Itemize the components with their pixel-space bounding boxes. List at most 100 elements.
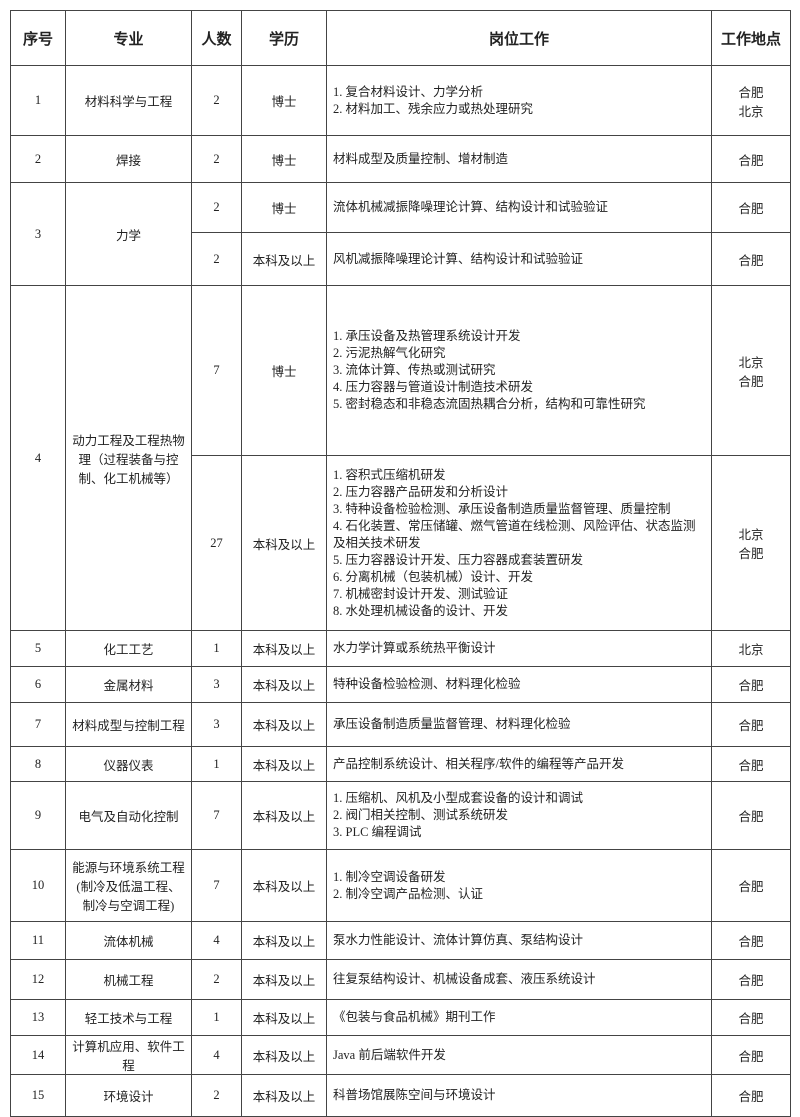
location: 合肥 xyxy=(711,959,791,1000)
headcount: 7 xyxy=(191,781,242,850)
headcount: 1 xyxy=(191,630,242,667)
row-number: 13 xyxy=(10,999,66,1036)
header-duties: 岗位工作 xyxy=(326,10,712,66)
location-item: 合肥 xyxy=(738,1049,764,1064)
duty-item: 风机减振降噪理论计算、结构设计和试验验证 xyxy=(333,251,584,266)
row-number: 1 xyxy=(10,65,66,136)
duty-item: 泵水力性能设计、流体计算仿真、泵结构设计 xyxy=(333,933,584,947)
duties: 科普场馆展陈空间与环境设计 xyxy=(326,1074,712,1117)
duty-item: 承压设备制造质量监督管理、材料理化检验 xyxy=(333,717,571,731)
headcount: 2 xyxy=(191,65,242,136)
table-row: 27 本科及以上 1. 容积式压缩机研发 2. 压力容器产品研发和分析设计 3. 特种设… xyxy=(11,455,791,631)
duties: Java 前后端软件开发 xyxy=(326,1035,712,1075)
header-row: 序号 专业 人数 学历 岗位工作 工作地点 xyxy=(10,10,791,66)
duties: 材料成型及质量控制、增材制造 xyxy=(326,135,712,183)
major: 化工工艺 xyxy=(65,630,192,667)
degree: 本科及以上 xyxy=(241,781,327,850)
duty-item: 2. 压力容器产品研发和分析设计 xyxy=(333,484,509,499)
table-row: 13 轻工技术与工程 1 本科及以上 《包装与食品机械》期刊工作 合肥 xyxy=(10,999,791,1036)
major: 机械工程 xyxy=(65,959,192,1000)
degree: 本科及以上 xyxy=(241,1074,327,1117)
headcount: 7 xyxy=(191,849,242,922)
location-item: 合肥 xyxy=(738,880,764,894)
duty-item: 4. 压力容器与管道设计制造技术研发 xyxy=(333,380,534,394)
headcount: 2 xyxy=(191,182,242,233)
major: 材料成型与控制工程 xyxy=(65,702,192,747)
location-item: 合肥 xyxy=(738,153,764,168)
headcount: 27 xyxy=(191,455,242,631)
table-row: 1 材料科学与工程 2 博士 1. 复合材料设计、力学分析 2. 材料加工、残余应力或热处… xyxy=(10,65,791,136)
row-number: 4 xyxy=(10,285,66,631)
location: 合肥 xyxy=(711,746,791,782)
row-number: 5 xyxy=(10,630,66,667)
table-row: 5 化工工艺 1 本科及以上 水力学计算或系统热平衡设计 北京 xyxy=(10,630,791,667)
duty-item: 1. 制冷空调设备研发 xyxy=(333,869,446,884)
major: 环境设计 xyxy=(65,1074,192,1117)
location: 合肥 xyxy=(711,1074,791,1117)
duties: 1. 压缩机、风机及小型成套设备的设计和调试 2. 阀门相关控制、测试系统研发 3.… xyxy=(326,781,712,850)
location-item: 合肥 xyxy=(738,1090,764,1104)
degree: 博士 xyxy=(241,182,327,233)
duty-item: 5. 密封稳态和非稳态流固热耦合分析，结构和可靠性研究 xyxy=(333,397,646,411)
duty-item: 往复泵结构设计、机械设备成套、液压系统设计 xyxy=(333,972,596,986)
location-item: 合肥 xyxy=(738,810,764,824)
duty-item: 特种设备检验检测、材料理化检验 xyxy=(333,677,521,691)
location: 合肥 xyxy=(711,666,791,703)
headcount: 2 xyxy=(191,1074,242,1117)
duty-item: 6. 分离机械（包装机械）设计、开发 xyxy=(333,569,534,584)
row-number: 11 xyxy=(10,921,66,960)
degree: 本科及以上 xyxy=(241,1035,327,1075)
row-number: 2 xyxy=(10,135,66,183)
major: 材料科学与工程 xyxy=(65,65,192,136)
duty-item: 1. 压缩机、风机及小型成套设备的设计和调试 xyxy=(333,791,584,805)
location: 合肥 xyxy=(711,702,791,747)
major: 金属材料 xyxy=(65,666,192,703)
duty-item: 1. 承压设备及热管理系统设计开发 xyxy=(333,329,521,343)
duty-item: 2. 污泥热解气化研究 xyxy=(333,346,446,360)
duty-item: 5. 压力容器设计开发、压力容器成套装置研发 xyxy=(333,552,584,567)
duties: 1. 复合材料设计、力学分析 2. 材料加工、残余应力或热处理研究 xyxy=(326,65,712,136)
degree: 本科及以上 xyxy=(241,232,327,286)
major: 动力工程及工程热物理（过程装备与控制、化工机械等） xyxy=(65,285,192,631)
duty-item: 3. 特种设备检验检测、承压设备制造质量监督管理、质量控制 xyxy=(333,501,671,516)
duty-item: 3. 流体计算、传热或测试研究 xyxy=(333,363,496,377)
duty-item: 2. 阀门相关控制、测试系统研发 xyxy=(333,808,509,822)
degree: 博士 xyxy=(241,135,327,183)
headcount: 2 xyxy=(191,959,242,1000)
location-item: 合肥 xyxy=(738,547,764,561)
location: 合肥 xyxy=(711,135,791,183)
location-item: 合肥 xyxy=(738,1012,764,1026)
duties: 1. 制冷空调设备研发 2. 制冷空调产品检测、认证 xyxy=(326,849,712,922)
table-row: 14 计算机应用、软件工程 4 本科及以上 Java 前后端软件开发 合肥 xyxy=(10,1035,791,1075)
major: 力学 xyxy=(65,182,192,286)
table-row: 10 能源与环境系统工程(制冷及低温工程、制冷与空调工程) 7 本科及以上 1. 制冷空… xyxy=(10,849,791,922)
header-no: 序号 xyxy=(10,10,66,66)
degree: 本科及以上 xyxy=(241,702,327,747)
location-item: 北京 xyxy=(738,643,764,657)
location: 合肥 xyxy=(711,849,791,922)
location-item: 北京 xyxy=(738,104,764,119)
location-item: 合肥 xyxy=(738,719,764,733)
duties: 《包装与食品机械》期刊工作 xyxy=(326,999,712,1036)
degree: 本科及以上 xyxy=(241,455,327,631)
duty-item: 7. 机械密封设计开发、测试验证 xyxy=(333,586,509,601)
location-item: 北京 xyxy=(738,528,764,542)
header-location: 工作地点 xyxy=(711,10,791,66)
duty-item: 3. PLC 编程调试 xyxy=(333,825,422,839)
duty-item: 1. 复合材料设计、力学分析 xyxy=(333,84,484,99)
location: 北京 合肥 xyxy=(711,455,791,631)
duty-item: 8. 水处理机械设备的设计、开发 xyxy=(333,603,509,618)
duties: 风机减振降噪理论计算、结构设计和试验验证 xyxy=(326,232,712,286)
table-row: 2 本科及以上 风机减振降噪理论计算、结构设计和试验验证 合肥 xyxy=(11,232,791,286)
location-item: 合肥 xyxy=(738,374,764,389)
location: 合肥 北京 xyxy=(711,65,791,136)
table-row: 15 环境设计 2 本科及以上 科普场馆展陈空间与环境设计 合肥 xyxy=(10,1074,791,1117)
duties: 流体机械减振降噪理论计算、结构设计和试验验证 xyxy=(326,182,712,233)
duties: 往复泵结构设计、机械设备成套、液压系统设计 xyxy=(326,959,712,1000)
headcount: 2 xyxy=(191,135,242,183)
major: 电气及自动化控制 xyxy=(65,781,192,850)
major: 流体机械 xyxy=(65,921,192,960)
row-number: 15 xyxy=(10,1074,66,1117)
duties: 承压设备制造质量监督管理、材料理化检验 xyxy=(326,702,712,747)
duty-item: 2. 制冷空调产品检测、认证 xyxy=(333,886,484,901)
